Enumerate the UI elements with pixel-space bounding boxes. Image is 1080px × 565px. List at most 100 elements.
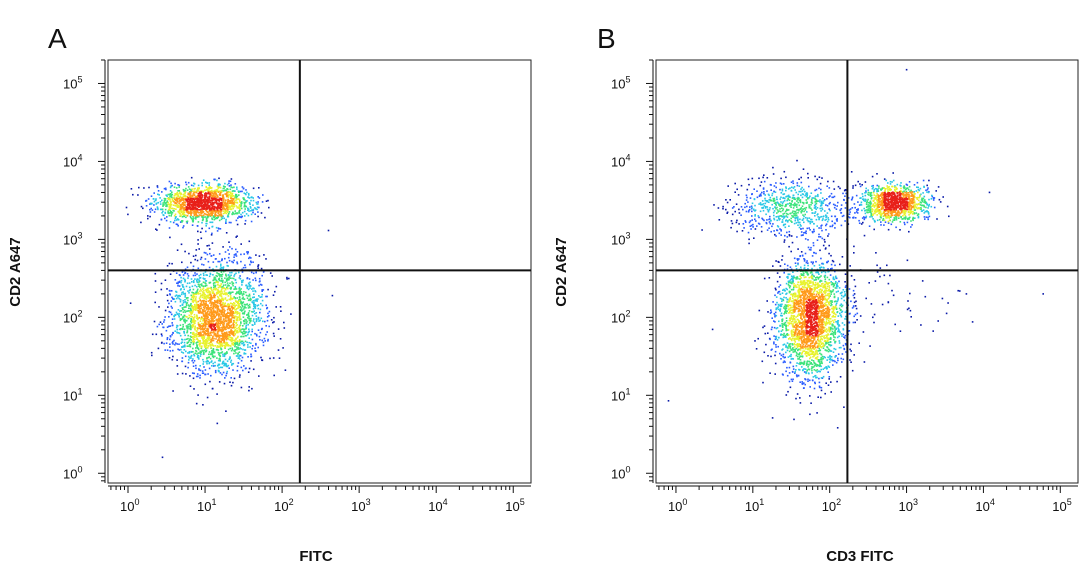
- event-dot: [197, 352, 200, 354]
- event-dot: [331, 294, 334, 297]
- event-dot: [206, 360, 209, 362]
- event-dot: [269, 357, 271, 360]
- event-dot: [272, 294, 275, 296]
- event-dot: [854, 184, 857, 187]
- event-dot: [769, 218, 771, 220]
- event-dot: [860, 223, 863, 225]
- event-dot: [237, 307, 239, 310]
- event-dot: [251, 301, 253, 303]
- event-dot: [260, 212, 263, 214]
- event-dot: [169, 200, 172, 202]
- event-dot: [753, 188, 755, 190]
- event-dot: [205, 343, 208, 345]
- event-dot: [234, 278, 237, 281]
- event-dot: [204, 332, 207, 335]
- event-dot: [785, 394, 788, 396]
- event-dot: [198, 280, 201, 282]
- event-dot: [210, 203, 212, 206]
- event-dot: [170, 305, 173, 308]
- event-dot: [249, 320, 252, 323]
- event-dot: [240, 322, 242, 324]
- event-dot: [841, 215, 844, 218]
- event-dot: [246, 314, 248, 316]
- event-dot: [219, 303, 222, 306]
- event-dot: [205, 200, 207, 203]
- event-dot: [757, 337, 759, 340]
- event-dot: [159, 321, 162, 323]
- event-dot: [231, 310, 233, 312]
- event-dot: [179, 204, 182, 207]
- event-dot: [177, 281, 180, 283]
- event-dot: [820, 257, 822, 260]
- event-dot: [252, 209, 254, 212]
- event-dot: [179, 298, 181, 301]
- event-dot: [158, 194, 160, 196]
- event-dot: [160, 208, 163, 211]
- event-dot: [224, 317, 227, 319]
- event-dot: [774, 338, 777, 341]
- event-dot: [219, 357, 221, 360]
- event-dot: [164, 349, 166, 351]
- event-dot: [186, 222, 188, 224]
- event-dot: [242, 296, 244, 299]
- event-dot: [775, 344, 777, 346]
- event-dot: [215, 197, 217, 200]
- event-dot: [228, 338, 230, 341]
- event-dot: [182, 325, 184, 328]
- event-dot: [204, 280, 207, 282]
- event-dot: [152, 198, 155, 200]
- event-dot: [803, 371, 806, 373]
- event-dot: [237, 344, 239, 346]
- event-dot: [215, 202, 218, 205]
- event-dot: [245, 307, 247, 309]
- event-dot: [248, 197, 251, 199]
- event-dot: [211, 207, 213, 209]
- event-dot: [887, 228, 890, 231]
- event-dot: [764, 332, 767, 335]
- event-dot: [189, 288, 191, 291]
- event-dot: [196, 215, 199, 218]
- event-dot: [192, 319, 195, 321]
- event-dot: [219, 205, 222, 208]
- event-dot: [768, 227, 770, 229]
- event-dot: [242, 335, 245, 338]
- event-dot: [220, 315, 222, 318]
- event-dot: [246, 287, 249, 289]
- event-dot: [229, 295, 232, 297]
- event-dot: [868, 225, 871, 227]
- event-dot: [821, 377, 824, 379]
- event-dot: [830, 215, 833, 218]
- x-tick-label: 101: [197, 497, 216, 514]
- event-dot: [229, 336, 232, 339]
- event-dot: [230, 221, 232, 224]
- event-dot: [201, 309, 204, 311]
- event-dot: [192, 317, 195, 320]
- event-dot: [202, 342, 205, 344]
- event-dot: [243, 202, 246, 205]
- event-dot: [226, 335, 228, 338]
- event-dot: [242, 348, 244, 351]
- event-dot: [239, 354, 242, 357]
- event-dot: [193, 188, 195, 190]
- event-dot: [230, 287, 232, 289]
- event-dot: [178, 199, 181, 202]
- event-dot: [185, 373, 187, 375]
- event-dot: [240, 204, 243, 206]
- event-dot: [883, 178, 886, 180]
- event-dot: [779, 228, 781, 230]
- event-dot: [226, 308, 229, 311]
- event-dot: [239, 208, 241, 210]
- event-dot: [159, 197, 161, 199]
- event-dot: [208, 197, 211, 199]
- event-dot: [199, 369, 202, 372]
- event-dot: [876, 271, 879, 273]
- event-dot: [731, 213, 734, 216]
- event-dot: [238, 296, 241, 298]
- event-dot: [201, 316, 203, 318]
- event-dot: [906, 221, 909, 224]
- event-dot: [226, 325, 228, 328]
- event-dot: [181, 328, 184, 330]
- event-dot: [788, 380, 791, 383]
- event-dot: [244, 331, 247, 334]
- event-dot: [199, 345, 201, 347]
